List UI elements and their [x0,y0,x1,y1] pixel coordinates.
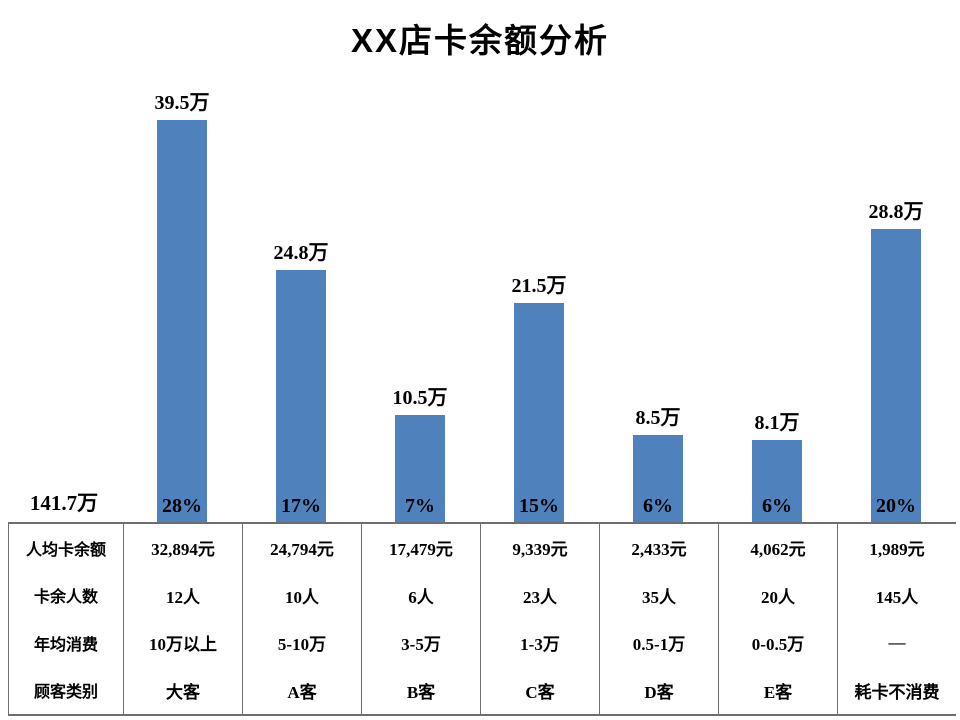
table-data-column-1: 32,894元 12人 10万以上大客 [123,524,242,714]
table-data-column-6: 4,062元 20人 0-0.5万 E客 [718,524,837,714]
table-data-cell: 32,894元 [151,540,215,560]
bar-percent-label-2: 17% [281,495,321,517]
chart-title: XX店卡余额分析 [350,22,610,59]
row-header-cell: 卡余人数 [33,589,98,607]
bar-6 [752,440,802,522]
bar-percent-label-4: 15% [519,495,559,517]
table-data-cell: 6人 [408,587,434,607]
table-data-cell: 5-10万 [277,635,327,655]
table-data-cell: 1,989元 [869,540,925,560]
bar-value-label-4: 21.5万 [511,275,567,297]
table-data-cell: 10人 [285,587,319,607]
table-data-cell: 0.5-1万 [632,635,686,655]
bar-4 [514,303,564,522]
row-header-cell: 顾客类别 [33,684,98,702]
table-data-cell: 17,479元 [389,540,453,560]
bar-value-label-3: 10.5万 [392,387,448,409]
table-data-column-3: 17,479元 6人 3-5万 B客 [361,524,480,714]
table-data-cell: B客 [406,682,436,702]
row-header-cell: 年均消费 [33,636,98,654]
bar-percent-label-3: 7% [405,495,435,517]
table-data-column-2: 24,794元 10人 5-10万 A客 [242,524,361,714]
bar-3 [395,415,445,522]
bar-1 [157,120,207,522]
plot-area: 141.7万 39.5万 28% 24.8万 17% 10.5万 7% 21.5万 15% 8.… [29,92,924,522]
table-data-cell: — [888,632,906,652]
table-data-cell: 4,062元 [750,540,806,560]
table-data-cell: 9,339元 [512,540,568,560]
table-data-cell: 0-0.5万 [751,635,805,655]
table-data-cell: 23人 [523,587,557,607]
table-data-cell: 35人 [642,587,676,607]
table-data-cell: E客 [763,682,793,702]
bar-value-label-1: 39.5万 [154,92,210,114]
bar-2 [276,270,326,522]
table-data-cell: D客 [644,682,674,702]
bar-percent-label-5: 6% [643,495,673,517]
table-data-column-4: 9,339元 23人 1-3万 C客 [480,524,599,714]
table-data-cell: 大客 [166,682,200,702]
row-header-cell: 人均卡余额 [25,541,106,559]
bar-7 [871,229,921,522]
bar-value-label-6: 8.1万 [754,412,800,434]
table-data-column-7: 1,989元 145人 — 耗卡不消费 [837,524,956,714]
bar-percent-label-6: 6% [762,495,792,517]
bar-percent-label-1: 28% [162,495,202,517]
table-data-cell: 145人 [875,587,919,607]
bar-value-label-7: 28.8万 [868,201,924,223]
table-data-cell: 20人 [761,587,795,607]
table-data-column-5: 2,433元 35人 0.5-1万 D客 [599,524,718,714]
bar-5 [633,435,683,522]
table-data-cell: A客 [287,682,317,702]
table-data-cell: 24,794元 [270,540,334,560]
bar-value-label-5: 8.5万 [635,407,681,429]
table-header-column: 人均卡余额卡余人数年均消费顾客类别 [9,524,123,714]
table-data-cell: C客 [525,682,555,702]
table-data-cell: 耗卡不消费 [854,682,940,702]
total-balance-label: 141.7万 [29,491,99,515]
data-table: 人均卡余额卡余人数年均消费顾客类别 32,894元 12人 10万以上大客 24,794… [8,522,956,716]
bar-percent-label-7: 20% [876,495,916,517]
table-data-cell: 1-3万 [520,635,560,655]
table-data-cell: 3-5万 [401,635,441,655]
table-data-cell: 12人 [166,587,200,607]
bar-value-label-2: 24.8万 [273,242,329,264]
table-data-cell: 10万以上 [149,635,217,655]
table-data-cell: 2,433元 [631,540,687,560]
